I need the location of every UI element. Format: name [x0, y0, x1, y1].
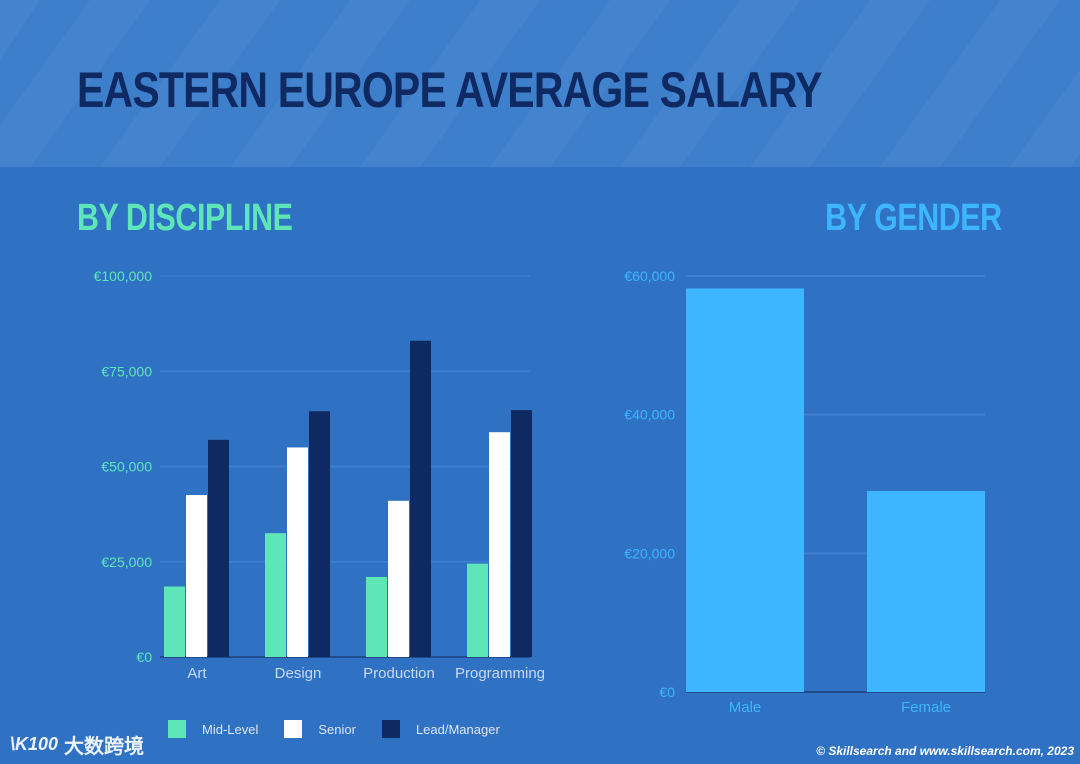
discipline-section-title: BY DISCIPLINE [77, 197, 293, 239]
title-banner: EASTERN EUROPE AVERAGE SALARY [0, 0, 1080, 167]
watermark-logo: \K100 [10, 734, 59, 754]
bar-senior-programming [489, 432, 510, 657]
bar-mid-level-design [265, 533, 286, 657]
x-tick-label: Production [363, 665, 435, 682]
x-tick-label: Female [901, 699, 951, 716]
bar-mid-level-art [164, 586, 185, 657]
y-tick-label: €75,000 [101, 363, 152, 379]
bar-female [867, 490, 985, 692]
chart-legend: Mid-Level Senior Lead/Manager [168, 720, 526, 738]
y-tick-label: €60,000 [624, 268, 675, 284]
legend-item-lead: Lead/Manager [381, 720, 500, 738]
bar-lead-manager-production [410, 340, 431, 657]
page-title: EASTERN EUROPE AVERAGE SALARY [77, 62, 823, 118]
y-tick-label: €0 [659, 684, 675, 700]
bar-lead-manager-design [309, 411, 330, 657]
x-tick-label: Design [275, 665, 322, 682]
bar-senior-production [388, 500, 409, 657]
bar-mid-level-programming [467, 563, 488, 657]
watermark-text: 大数跨境 [64, 736, 145, 758]
y-tick-label: €40,000 [624, 407, 675, 423]
y-tick-label: €25,000 [101, 554, 152, 570]
legend-swatch-mid-level [168, 720, 186, 738]
legend-label-lead: Lead/Manager [415, 721, 500, 737]
banner-stripes [0, 0, 1080, 167]
x-tick-label: Programming [455, 665, 545, 682]
legend-swatch-senior [284, 720, 303, 738]
y-tick-label: €100,000 [94, 268, 153, 284]
bar-senior-design [287, 447, 308, 657]
legend-label-senior: Senior [318, 721, 356, 737]
legend-item-mid-level: Mid-Level [168, 720, 258, 738]
y-tick-label: €20,000 [624, 545, 675, 561]
legend-item-senior: Senior [284, 720, 356, 738]
legend-label-mid-level: Mid-Level [202, 721, 259, 737]
gender-section-title: BY GENDER [825, 197, 1002, 239]
bar-senior-art [186, 495, 207, 657]
bar-lead-manager-programming [511, 410, 532, 657]
bar-lead-manager-art [208, 439, 229, 657]
x-tick-label: Art [187, 665, 207, 682]
y-tick-label: €50,000 [101, 459, 152, 475]
bar-male [686, 288, 804, 692]
x-tick-label: Male [729, 699, 762, 716]
source-credit: © Skillsearch and www.skillsearch.com, 2… [816, 744, 1074, 758]
bar-mid-level-production [366, 576, 387, 657]
watermark: \K100 大数跨境 [10, 730, 144, 759]
legend-swatch-lead [381, 720, 400, 738]
y-tick-label: €0 [136, 649, 152, 665]
